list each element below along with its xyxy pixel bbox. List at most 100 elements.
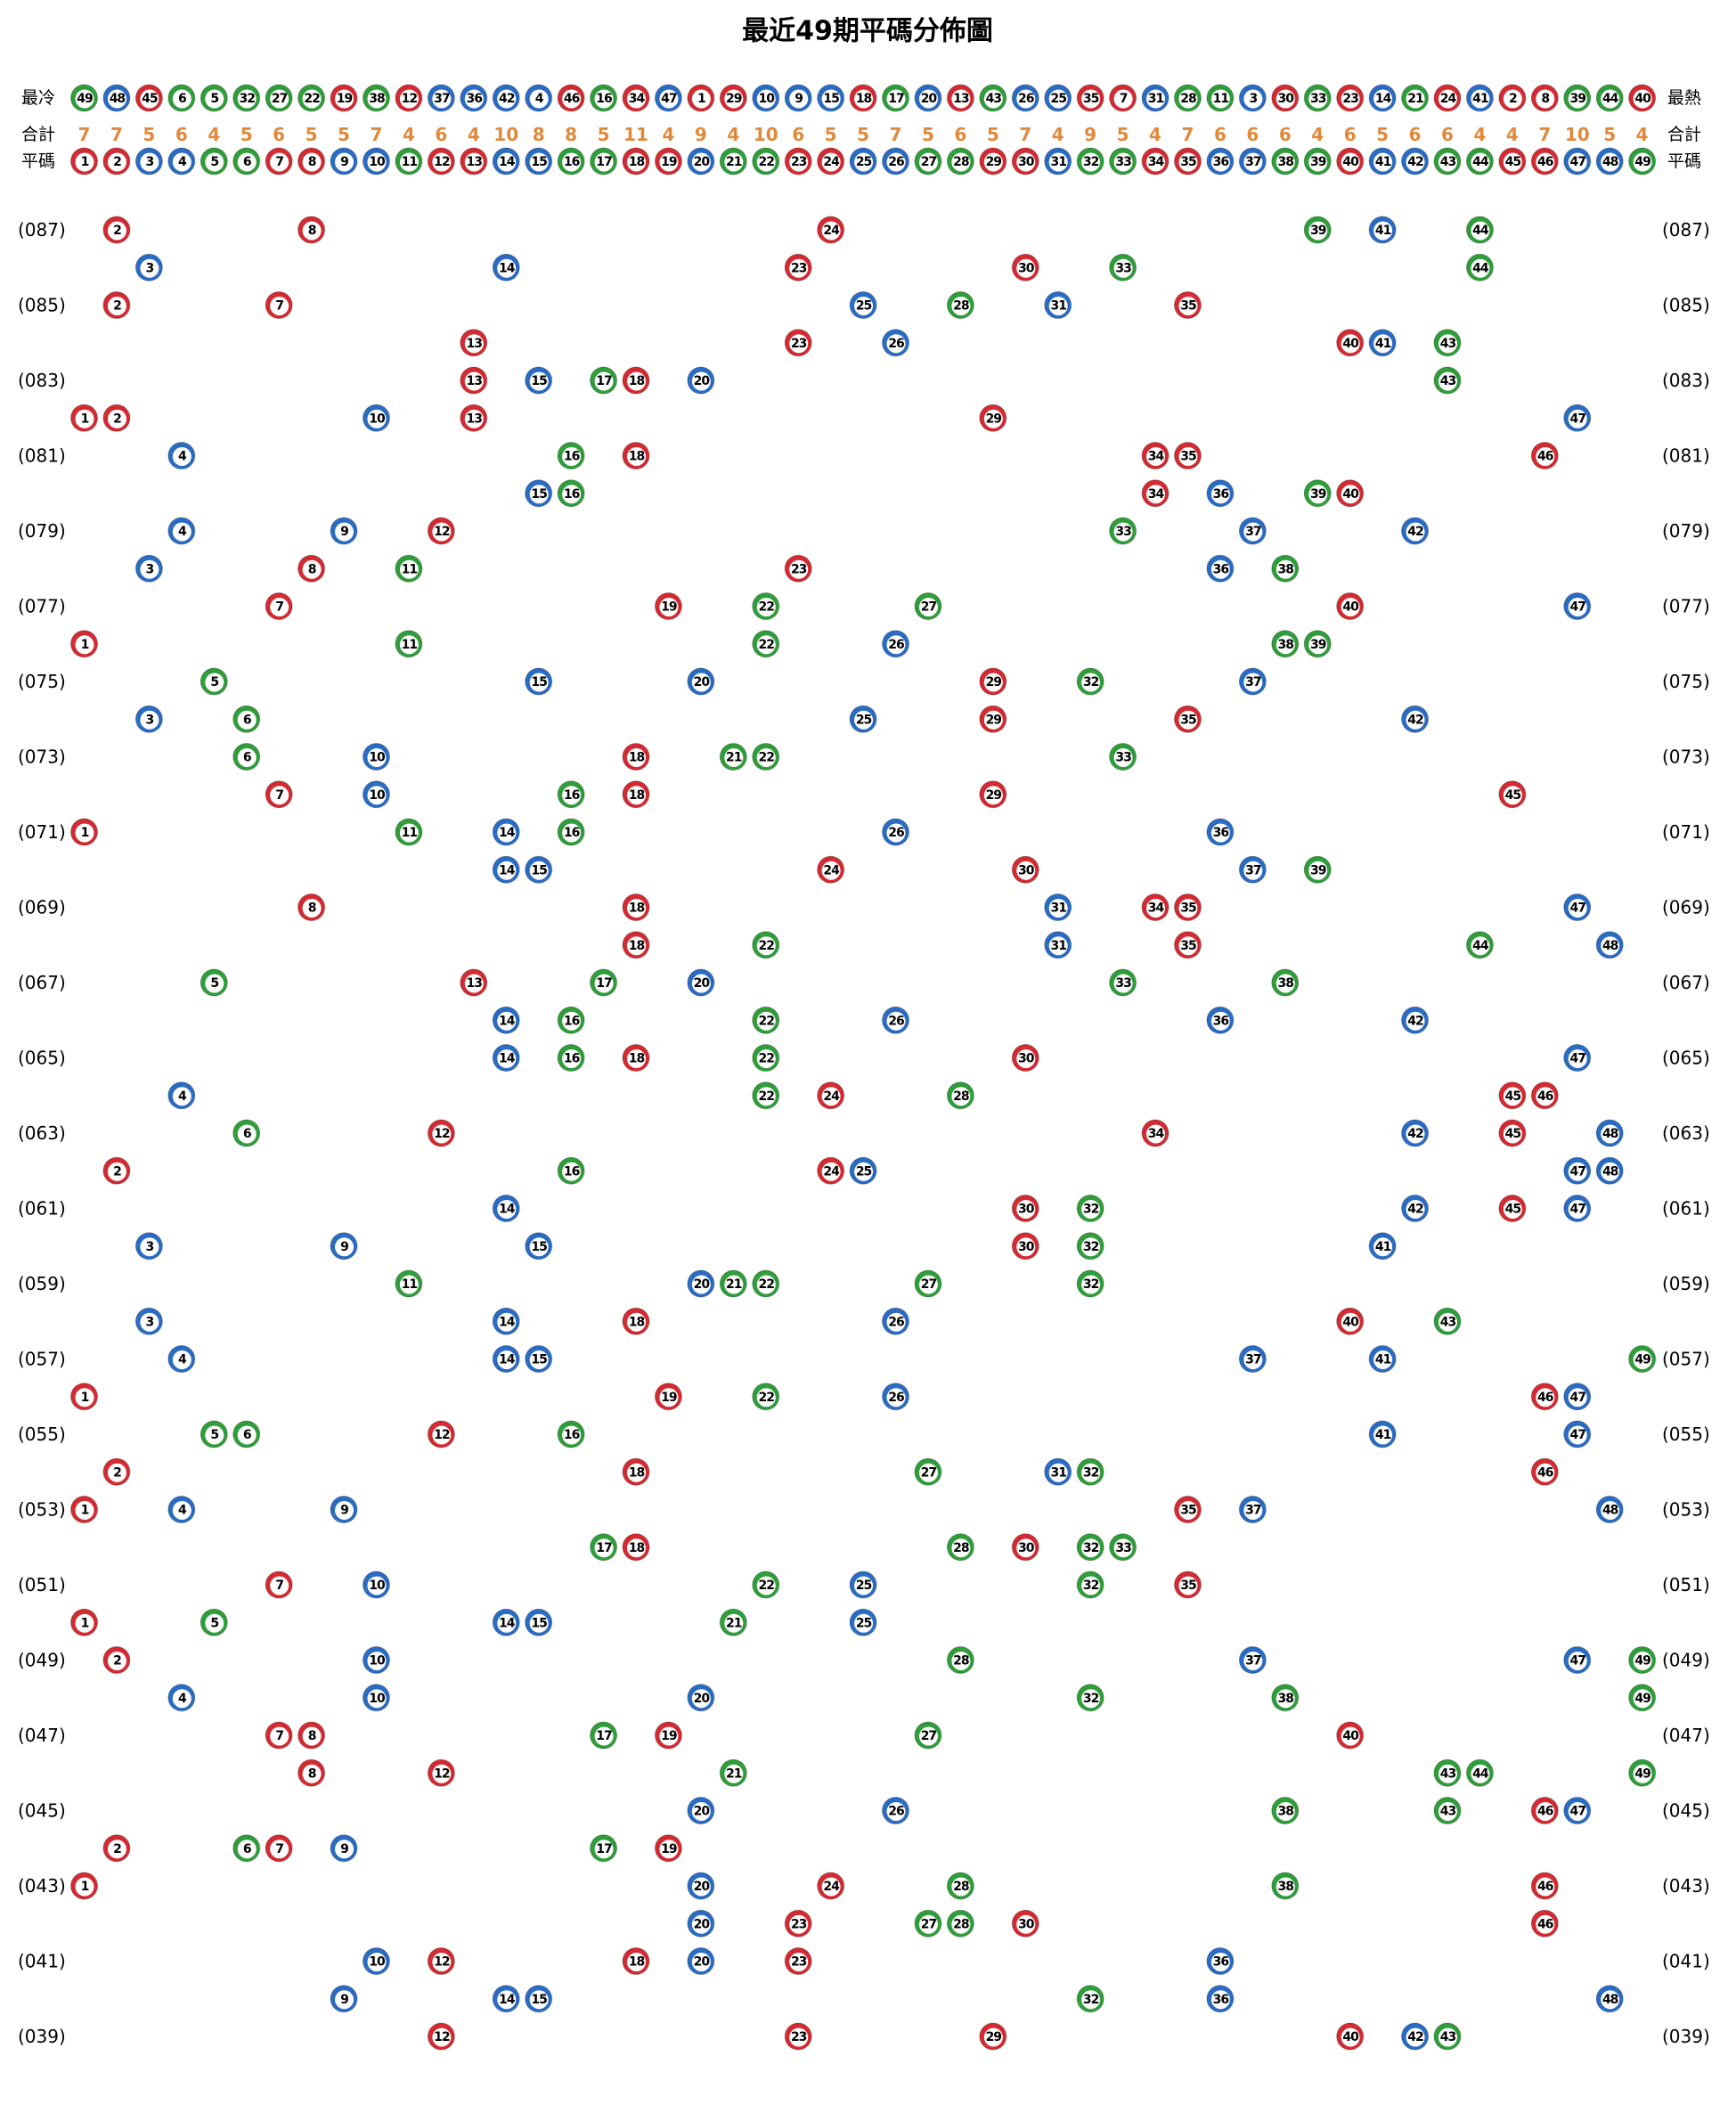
ball: 37 [1238,1496,1267,1523]
ball-number: 14 [499,826,516,840]
ball-face [1568,1425,1587,1445]
ball: 14 [492,1044,520,1072]
ball-face [951,152,971,172]
ball-number: 11 [402,638,418,652]
ball-face [1438,152,1457,172]
ball-number: 14 [499,1315,516,1329]
ball: 47 [1563,1420,1592,1448]
ball-face [270,1576,289,1595]
ball-number: 4 [178,1353,187,1367]
ball-face [497,1350,517,1369]
ball-number: 40 [1342,337,1359,351]
ball-face [1536,1463,1555,1482]
ball: 30 [1011,1232,1039,1261]
ball-number: 1 [81,1504,89,1518]
ball-face [1276,152,1295,172]
ball: 30 [1011,253,1039,281]
ball-number: 29 [986,412,1002,426]
ball-face [1568,598,1587,616]
ball-number: 4 [178,1692,187,1706]
ball-face [205,1613,224,1633]
numbers-label: 平碼 [21,151,55,171]
ball-number: 29 [986,713,1002,727]
ball-number: 47 [1569,1654,1585,1668]
ball-face [1243,673,1263,692]
ball: 13 [460,147,488,175]
period-label-right: (063) [1662,1122,1710,1144]
ball-face [399,559,419,579]
ball: 21 [719,1608,747,1636]
ball-face [821,1087,841,1106]
ball-number: 35 [1180,1579,1196,1593]
ball-number: 45 [1505,1203,1521,1217]
ball-face [107,221,126,241]
ball-number: 16 [564,788,580,803]
ball-face [1633,1652,1652,1670]
ball-face [1146,1124,1166,1144]
ball-number: 25 [1050,92,1066,106]
ball-number: 10 [758,92,775,106]
ball-number: 4 [535,92,544,106]
ball-number: 41 [1375,155,1391,169]
ball-number: 46 [1537,1465,1553,1480]
ball-number: 2 [113,224,121,238]
ball-number: 6 [243,1842,251,1856]
ball: 43 [1433,1758,1462,1787]
ball: 49 [1628,1345,1657,1373]
ball: 5 [200,84,228,112]
period-label-right: (075) [1662,671,1710,692]
ball-number: 43 [1440,2030,1456,2044]
ball-number: 37 [1245,525,1261,539]
total-count: 6 [792,124,804,145]
ball-face [1536,1388,1555,1407]
ball-number: 24 [823,155,840,169]
ball-face [1243,89,1263,109]
ball-number: 20 [694,155,711,169]
ball-number: 9 [340,1842,348,1856]
ball-face [1341,89,1360,109]
ball-face [1406,2027,1425,2047]
ball-face [756,1388,776,1407]
ball-number: 41 [1375,1353,1391,1367]
ball-number: 10 [369,412,386,426]
ball: 10 [362,1571,390,1599]
period-label: (067) [18,972,66,993]
ball-face [270,297,289,315]
ball: 23 [784,1909,812,1938]
ball: 26 [882,1307,909,1335]
ball: 23 [784,329,812,357]
ball-face [789,152,809,172]
ball-face [821,221,841,241]
ball: 32 [1076,1985,1104,2013]
ball: 38 [1271,1797,1300,1824]
ball-face [886,1802,906,1821]
ball: 44 [1465,216,1494,244]
ball-face [951,89,971,109]
period-label: (085) [18,295,66,316]
ball-number: 13 [467,155,483,169]
period-label: (053) [18,1499,66,1521]
ball-number: 48 [1602,1127,1618,1141]
ball-number: 16 [564,1014,580,1028]
ball-face [529,861,549,880]
ball-face [1243,1652,1263,1670]
ball-number: 11 [402,155,418,169]
ball: 43 [979,84,1007,112]
ball: 36 [1206,1947,1235,1975]
ball: 19 [330,84,358,112]
period-label-right: (071) [1662,821,1710,843]
ball: 43 [1433,2022,1462,2051]
ball-number: 44 [1472,261,1489,275]
ball: 6 [232,705,261,733]
ball-face [756,1275,776,1294]
ball-number: 48 [1602,1164,1618,1179]
ball-face [140,559,159,579]
ball-face [529,371,549,391]
ball-number: 19 [337,92,353,106]
ball-number: 27 [921,1729,937,1743]
ball-face [562,786,582,805]
period-label: (077) [18,596,66,617]
ball-face [529,152,549,172]
ball-number: 22 [758,939,774,953]
ball-number: 42 [1407,1127,1423,1141]
